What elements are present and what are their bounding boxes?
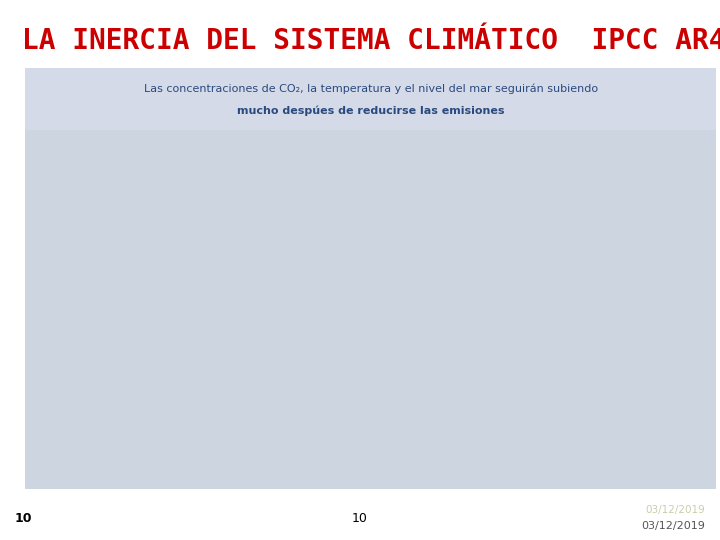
Text: Estabilización del CO₂:: Estabilización del CO₂:: [477, 384, 578, 394]
Text: unos cuantos siglos: unos cuantos siglos: [477, 378, 577, 387]
Text: debida a la fusión de los hielos:: debida a la fusión de los hielos:: [477, 218, 620, 227]
Text: 03/12/2019: 03/12/2019: [646, 505, 706, 515]
Text: Emisiones de CO₂: Emisiones de CO₂: [477, 443, 557, 452]
Text: mucho despúes de reducirse las emisiones: mucho despúes de reducirse las emisiones: [237, 106, 505, 116]
Text: 100 años: 100 años: [72, 474, 113, 483]
Text: debida a la expansión térmica:: debida a la expansión térmica:: [477, 289, 617, 299]
Text: Hoy: Hoy: [29, 474, 46, 483]
Text: varios milenios: varios milenios: [477, 242, 554, 251]
Text: 03/12/2019: 03/12/2019: [642, 522, 706, 531]
Text: el equilibrio: el equilibrio: [477, 158, 541, 167]
Text: 1,000 años: 1,000 años: [393, 474, 443, 483]
Text: temperaturas:: temperaturas:: [477, 354, 541, 363]
Text: 10: 10: [14, 512, 32, 525]
Text: 100-300 años: 100-300 años: [477, 409, 545, 418]
Text: LA INERCIA DEL SISTEMA CLIMÁTICO  IPCC AR4: LA INERCIA DEL SISTEMA CLIMÁTICO IPCC AR…: [22, 27, 720, 55]
Text: Elevación del nivel del mar: Elevación del nivel del mar: [477, 193, 600, 202]
Text: Punto máximo de las emisiones de CO₂: Punto máximo de las emisiones de CO₂: [44, 210, 222, 219]
Text: Magnitud de la respuesta: Magnitud de la respuesta: [24, 118, 166, 129]
Text: Elevación del nivel del mar: Elevación del nivel del mar: [477, 265, 600, 274]
Text: Las concentraciones de CO₂, la temperatura y el nivel del mar seguirán subiendo: Las concentraciones de CO₂, la temperatu…: [144, 84, 598, 94]
Text: 10: 10: [352, 512, 368, 525]
Text: 0 a 100 años: 0 a 100 años: [44, 239, 102, 248]
Text: Tiempo para que se alcance: Tiempo para que se alcance: [477, 138, 626, 147]
Text: Estabilización de las: Estabilización de las: [477, 329, 569, 339]
Text: de siglos a milenios: de siglos a milenios: [477, 313, 577, 322]
